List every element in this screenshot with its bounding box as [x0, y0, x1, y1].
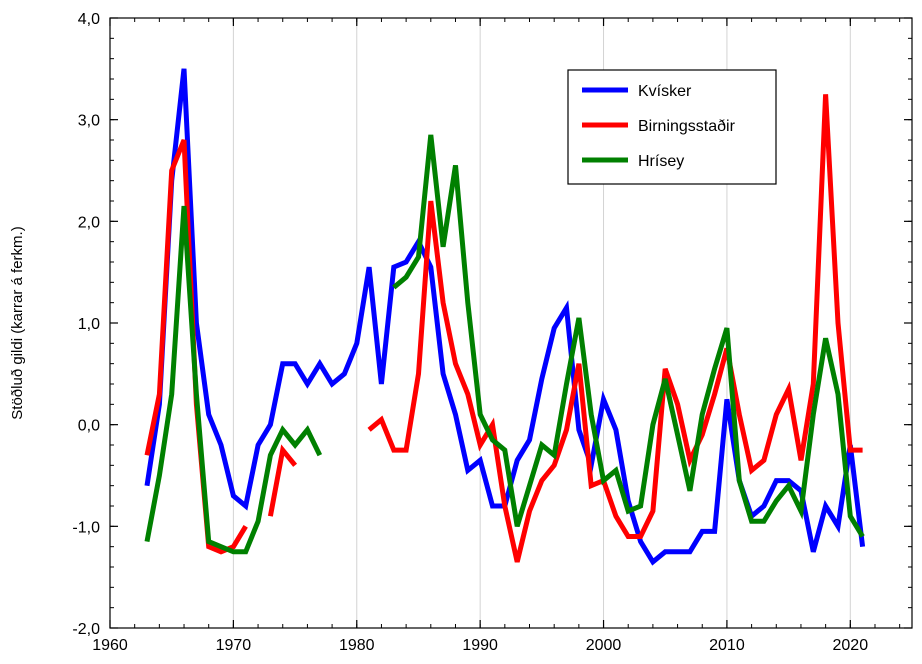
- legend-label: Hrísey: [638, 153, 684, 170]
- y-tick-label: 0,0: [78, 418, 100, 435]
- series-lines: [144, 68, 866, 566]
- y-tick-label: -2,0: [72, 621, 100, 638]
- series-line: [367, 94, 863, 563]
- x-tick-label: 1960: [92, 637, 128, 654]
- series-line: [392, 134, 865, 538]
- y-axis-label: Stöðluð gildi (karrar á ferkm.): [9, 226, 26, 419]
- x-tick-label: 2000: [586, 637, 622, 654]
- legend-label: Birningsstaðir: [638, 118, 736, 135]
- axis-ticks: [109, 17, 912, 629]
- series-line: [144, 205, 323, 555]
- series-line: [267, 444, 298, 517]
- legend: Kvísker Birningsstaðir Hrísey: [567, 69, 777, 185]
- x-tick-label: 1970: [216, 637, 252, 654]
- legend-label: Kvísker: [638, 83, 692, 100]
- tick-labels: 1960 1970 1980 1990 2000 2010 2020 -2,0 -1,0 0,0 1…: [72, 11, 868, 654]
- y-tick-label: 1,0: [78, 316, 100, 333]
- y-tick-label: 4,0: [78, 11, 100, 28]
- y-tick-label: -1,0: [72, 519, 100, 536]
- series-Hrísey: [144, 134, 865, 555]
- y-tick-label: 3,0: [78, 113, 100, 130]
- y-tick-label: 2,0: [78, 214, 100, 231]
- x-tick-label: 2010: [709, 637, 745, 654]
- x-tick-label: 2020: [833, 637, 869, 654]
- x-tick-label: 1990: [462, 637, 498, 654]
- x-tick-label: 1980: [339, 637, 375, 654]
